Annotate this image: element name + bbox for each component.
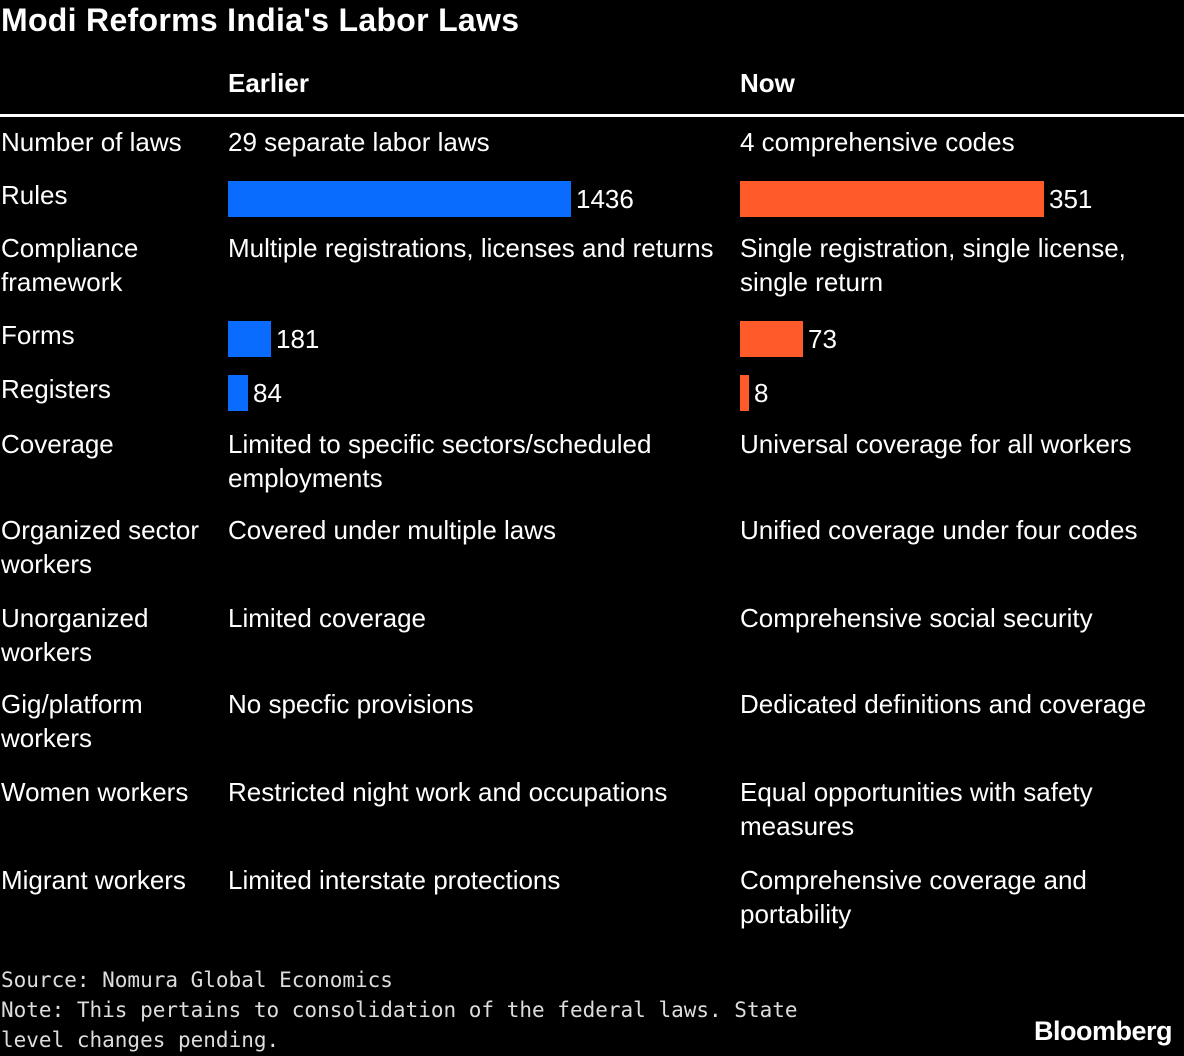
now-cell: Universal coverage for all workers	[740, 429, 1132, 459]
earlier-bar-group: 181	[228, 321, 319, 357]
now-bar-group: 8	[740, 375, 768, 411]
earlier-bar-value: 84	[253, 377, 282, 408]
row-label: Women workers	[1, 777, 189, 807]
row-label: Number of laws	[1, 127, 182, 157]
earlier-bar	[228, 321, 271, 357]
row-label: Rules	[1, 180, 68, 210]
now-bar-value: 73	[808, 323, 837, 354]
now-cell: Dedicated definitions and coverage	[740, 689, 1147, 719]
bloomberg-logo: Bloomberg	[1033, 1016, 1173, 1046]
now-bar-group: 73	[740, 321, 837, 357]
footnote: Note: This pertains to consolidation of …	[1, 998, 798, 1052]
now-cell: 4 comprehensive codes	[740, 127, 1015, 157]
earlier-bar-group: 84	[228, 375, 282, 411]
now-bar	[740, 181, 1044, 217]
column-header-earlier: Earlier	[228, 68, 309, 98]
column-header-now: Now	[740, 68, 795, 98]
earlier-cell: Limited coverage	[228, 603, 426, 633]
now-cell: Comprehensive coverage and portability	[740, 865, 1087, 929]
earlier-cell: Multiple registrations, licenses and ret…	[228, 233, 714, 263]
earlier-bar-value: 1436	[576, 183, 634, 214]
row-label: Unorganized workers	[1, 603, 149, 667]
now-bar	[740, 321, 803, 357]
now-bar-group: 351	[740, 181, 1092, 217]
row-label: Registers	[1, 374, 111, 404]
now-cell: Comprehensive social security	[740, 603, 1093, 633]
row-label: Compliance framework	[1, 233, 139, 297]
now-bar-value: 351	[1049, 183, 1093, 214]
row-label: Organized sector workers	[1, 515, 199, 579]
earlier-cell: Limited to specific sectors/scheduled em…	[228, 429, 652, 493]
now-cell: Unified coverage under four codes	[740, 515, 1138, 545]
now-cell: Single registration, single license, sin…	[740, 233, 1126, 297]
row-label: Migrant workers	[1, 865, 186, 895]
row-label: Forms	[1, 320, 75, 350]
earlier-cell: Covered under multiple laws	[228, 515, 557, 545]
earlier-cell: Restricted night work and occupations	[228, 777, 668, 807]
earlier-cell: 29 separate labor laws	[228, 127, 490, 157]
source-note: Source: Nomura Global Economics	[1, 968, 393, 992]
earlier-bar-group: 1436	[228, 181, 634, 217]
chart-title: Modi Reforms India's Labor Laws	[1, 2, 520, 38]
earlier-bar	[228, 181, 571, 217]
earlier-cell: Limited interstate protections	[228, 865, 561, 895]
earlier-cell: No specfic provisions	[228, 689, 474, 719]
now-cell: Equal opportunities with safety measures	[740, 777, 1093, 841]
row-label: Gig/platform workers	[1, 689, 143, 753]
header-divider	[0, 114, 1184, 117]
now-bar	[740, 375, 749, 411]
row-label: Coverage	[1, 429, 114, 459]
earlier-bar-value: 181	[276, 323, 320, 354]
now-bar-value: 8	[754, 377, 769, 408]
earlier-bar	[228, 375, 248, 411]
